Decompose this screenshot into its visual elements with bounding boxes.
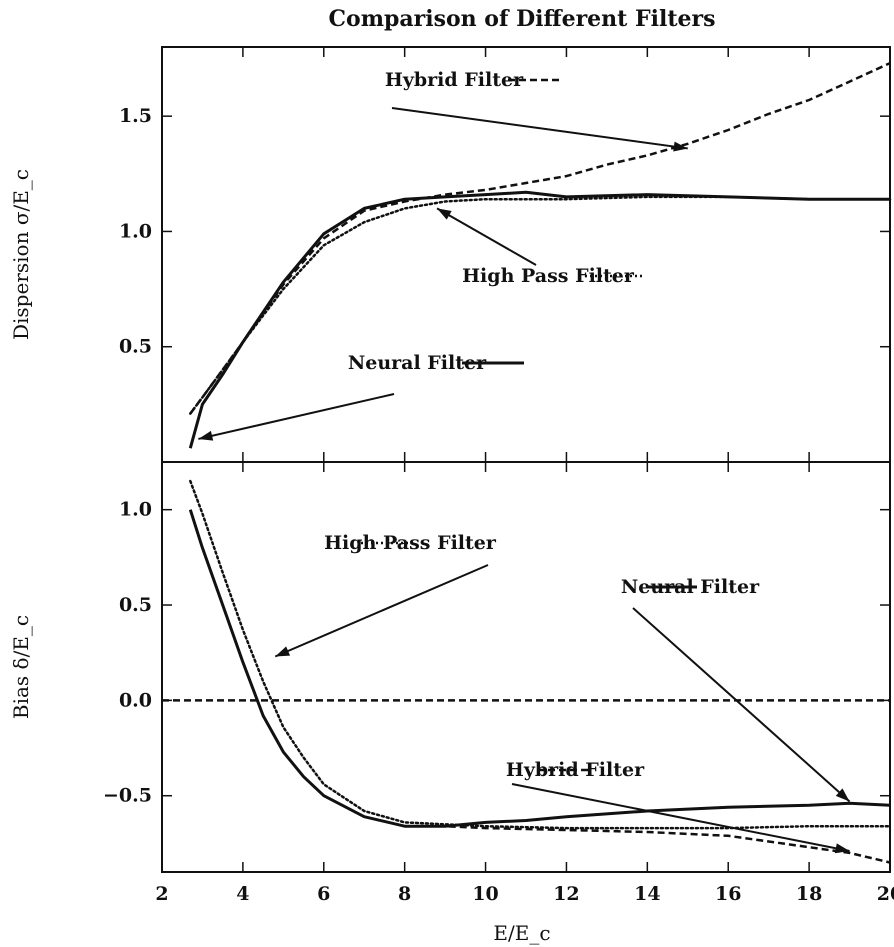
x-tick-label: 6 xyxy=(317,883,330,905)
bias-panel: 1.0 0.5 0.0 −0.5 2 4 6 8 10 12 14 16 18 20 Bias δ/E_c E… xyxy=(9,461,894,945)
x-tick-label: 8 xyxy=(398,883,411,905)
arrow-head xyxy=(275,646,291,657)
annotation-arrow xyxy=(198,393,395,440)
annotation-neural-filter: Neural Filter xyxy=(348,352,487,374)
bottom-plot-frame xyxy=(161,461,891,873)
y-tick-label: 0.5 xyxy=(119,594,152,616)
annotation-arrow xyxy=(391,107,688,150)
series-neural-filter-line xyxy=(188,190,890,449)
annotation-high-pass-filter: High Pass Filter xyxy=(324,532,497,554)
annotation-arrow xyxy=(511,783,850,853)
x-axis-label: E/E_c xyxy=(493,921,550,945)
series-hybrid-filter-line xyxy=(189,61,891,415)
y-tick-label: −0.5 xyxy=(103,785,152,807)
y-tick-label: 1.0 xyxy=(119,499,152,521)
x-tick-label: 18 xyxy=(796,883,822,905)
x-tick-label: 14 xyxy=(634,883,660,905)
series-high-pass-filter-line xyxy=(189,195,892,415)
x-tick-label: 10 xyxy=(472,883,498,905)
x-tick-label: 16 xyxy=(715,883,741,905)
x-tick-label: 4 xyxy=(236,883,249,905)
y-tick-label: 1.0 xyxy=(119,220,152,242)
annotation-arrow xyxy=(436,207,537,266)
arrow-head xyxy=(835,788,850,802)
annotation-high-pass-filter: High Pass Filter xyxy=(462,265,635,287)
bottom-y-axis-label: Bias δ/E_c xyxy=(9,615,33,719)
arrow-head xyxy=(834,843,850,854)
y-tick-label: 0.0 xyxy=(119,689,152,711)
chart-title: Comparison of Different Filters xyxy=(329,6,716,32)
series-hybrid-filter-line xyxy=(404,824,891,864)
arrow-head xyxy=(437,208,452,220)
annotation-arrow xyxy=(632,607,851,803)
dispersion-panel: 0.5 1.0 1.5 Dispersion σ/E_c Hybrid Filter Hi… xyxy=(9,46,892,463)
x-tick-label: 12 xyxy=(553,883,579,905)
x-tick-label: 2 xyxy=(155,883,168,905)
y-tick-label: 1.5 xyxy=(119,105,152,127)
series-high-pass-filter-line xyxy=(189,479,892,830)
annotation-arrow xyxy=(274,564,489,658)
x-tick-label: 20 xyxy=(877,883,894,905)
annotation-hybrid-filter: Hybrid Filter xyxy=(385,69,524,91)
arrow-head xyxy=(198,430,214,441)
top-y-axis-label: Dispersion σ/E_c xyxy=(9,169,33,340)
y-tick-label: 0.5 xyxy=(119,336,152,358)
arrow-head xyxy=(673,141,688,152)
